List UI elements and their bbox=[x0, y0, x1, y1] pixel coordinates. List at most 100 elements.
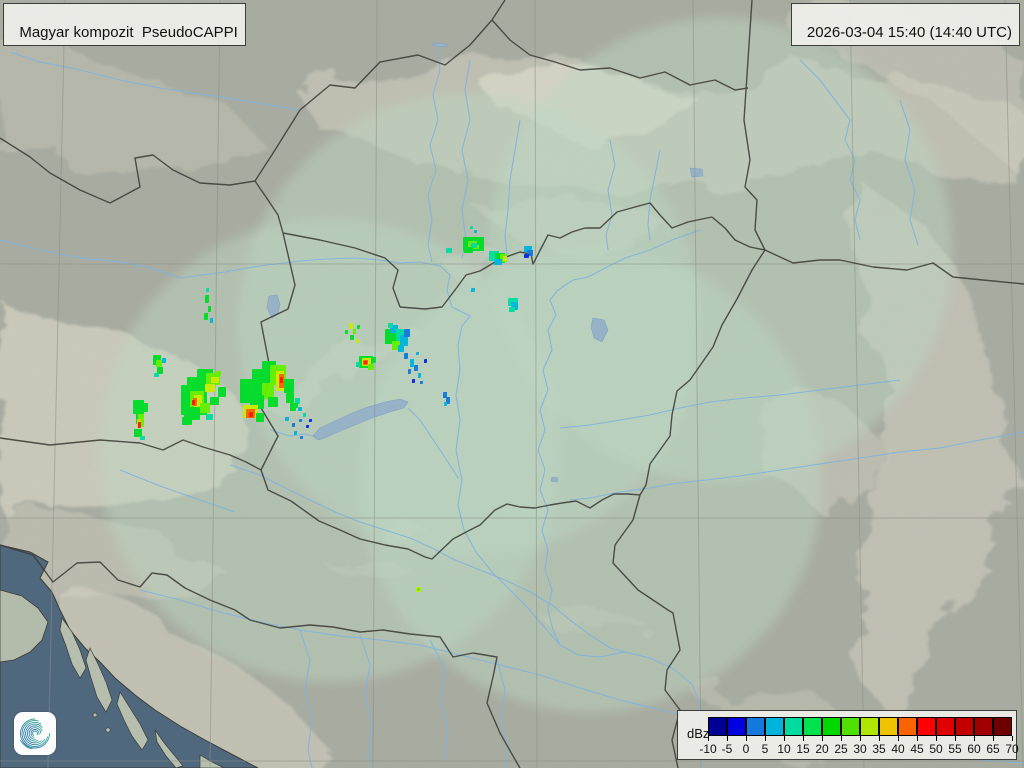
radar-echo-pixel bbox=[471, 288, 475, 292]
radar-echo-pixel bbox=[184, 407, 200, 420]
legend-tick bbox=[727, 736, 728, 741]
legend-tick bbox=[879, 736, 880, 741]
lakes-layer bbox=[266, 42, 704, 483]
legend-color-cell bbox=[898, 717, 917, 736]
radar-echo-pixel bbox=[208, 306, 211, 312]
river-danube bbox=[0, 239, 703, 768]
radar-echo-pixel bbox=[218, 387, 226, 397]
legend-tick bbox=[708, 736, 709, 741]
legend-tick-value: -10 bbox=[699, 742, 717, 756]
timestamp-label: 2026-03-04 15:40 (14:40 UTC) bbox=[806, 24, 1012, 41]
legend-color-cell bbox=[708, 717, 727, 736]
radar-echo-pixel bbox=[388, 323, 393, 328]
legend-color-cell bbox=[955, 717, 974, 736]
radar-echo-pixel bbox=[350, 335, 354, 340]
radar-echo-pixel bbox=[404, 329, 410, 337]
radar-echo-pixel bbox=[357, 325, 360, 329]
legend-color-cell bbox=[803, 717, 822, 736]
legend-tick bbox=[841, 736, 842, 741]
radar-echo-pixel bbox=[306, 425, 309, 428]
radar-echo-pixel bbox=[298, 407, 302, 411]
legend-tick-value: 35 bbox=[872, 742, 886, 756]
radar-echo-pixel bbox=[280, 377, 283, 383]
legend-ticks bbox=[708, 736, 1013, 741]
legend-tick-value: 45 bbox=[910, 742, 924, 756]
radar-echo-pixel bbox=[443, 392, 447, 398]
radar-echo-pixel bbox=[503, 256, 507, 261]
radar-echo-pixel bbox=[192, 400, 195, 405]
legend-color-cell bbox=[841, 717, 860, 736]
radar-echo-pixel bbox=[404, 353, 408, 359]
legend-tick bbox=[993, 736, 994, 741]
legend-tick-value: 20 bbox=[815, 742, 829, 756]
radar-echo-pixel bbox=[303, 413, 306, 417]
radar-echo-pixel bbox=[464, 247, 473, 253]
legend-tick-value: -5 bbox=[721, 742, 733, 756]
radar-echo-pixel bbox=[143, 403, 148, 412]
radar-echo-pixel bbox=[412, 379, 415, 383]
legend-unit-label: dBz bbox=[687, 726, 710, 741]
radar-echo-pixel bbox=[474, 230, 477, 233]
radar-echo-pixel bbox=[205, 295, 209, 303]
legend-tick bbox=[936, 736, 937, 741]
radar-echo-pixel bbox=[140, 436, 145, 440]
radar-echo-pixel bbox=[417, 588, 420, 591]
radar-echo-pixel bbox=[509, 307, 515, 312]
legend-tick-value: 0 bbox=[742, 742, 750, 756]
legend-tick bbox=[784, 736, 785, 741]
radar-echo-pixel bbox=[524, 254, 529, 258]
radar-echo-pixel bbox=[249, 412, 253, 417]
lake-balaton bbox=[312, 398, 409, 441]
radar-echo-layer bbox=[133, 226, 533, 592]
radar-echo-pixel bbox=[400, 335, 408, 346]
legend-tick-value: 65 bbox=[986, 742, 1000, 756]
legend-tick bbox=[822, 736, 823, 741]
radar-echo-pixel bbox=[156, 360, 162, 367]
timestamp-box: 2026-03-04 15:40 (14:40 UTC) bbox=[790, 3, 1020, 46]
legend-tick-value: 5 bbox=[761, 742, 769, 756]
radar-echo-pixel bbox=[299, 419, 302, 422]
radar-echo-pixel bbox=[262, 383, 274, 399]
radar-echo-pixel bbox=[353, 329, 356, 334]
radar-echo-pixel bbox=[416, 352, 419, 355]
radar-echo-pixel bbox=[268, 397, 278, 407]
legend-tick bbox=[955, 736, 956, 741]
legend-tick-value: 60 bbox=[967, 742, 981, 756]
radar-echo-pixel bbox=[309, 419, 312, 422]
legend-color-cell bbox=[917, 717, 936, 736]
legend-tick bbox=[1012, 736, 1013, 741]
radar-echo-pixel bbox=[134, 429, 142, 437]
radar-echo-pixel bbox=[446, 397, 450, 404]
legend-color-cell bbox=[879, 717, 898, 736]
radar-echo-pixel bbox=[204, 313, 208, 320]
radar-echo-pixel bbox=[285, 417, 289, 421]
radar-echo-pixel bbox=[284, 379, 294, 393]
legend-tick-value: 70 bbox=[1005, 742, 1019, 756]
radar-echo-pixel bbox=[206, 288, 209, 292]
radar-echo-pixel bbox=[368, 364, 374, 370]
radar-echo-pixel bbox=[345, 330, 348, 334]
legend-color-cell bbox=[765, 717, 784, 736]
radar-echo-pixel bbox=[292, 423, 295, 427]
radar-echo-pixel bbox=[293, 403, 298, 408]
radar-echo-pixel bbox=[477, 239, 483, 245]
istria-peninsula bbox=[0, 589, 49, 663]
radar-echo-pixel bbox=[138, 422, 141, 428]
radar-echo-pixel bbox=[205, 384, 215, 392]
hungaromet-spiral-logo bbox=[14, 712, 56, 755]
legend-tick-value: 50 bbox=[929, 742, 943, 756]
radar-echo-pixel bbox=[154, 373, 159, 377]
radar-echo-pixel bbox=[157, 367, 163, 374]
legend-tick-value: 55 bbox=[948, 742, 962, 756]
legend-tick bbox=[803, 736, 804, 741]
river-sava bbox=[139, 589, 701, 719]
radar-echo-pixel bbox=[364, 361, 367, 364]
legend-color-cell bbox=[993, 717, 1012, 736]
radar-echo-pixel bbox=[356, 339, 359, 343]
adriatic-sea bbox=[0, 544, 259, 768]
radar-echo-pixel bbox=[398, 345, 404, 352]
